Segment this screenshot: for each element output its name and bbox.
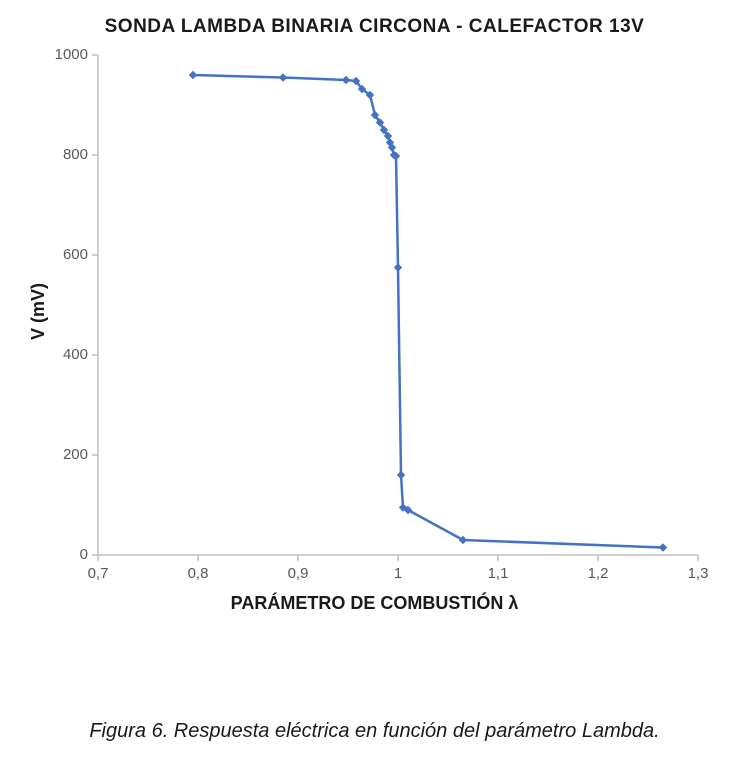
y-tick-label: 800 xyxy=(63,146,88,163)
y-tick-label: 200 xyxy=(63,446,88,463)
figure-caption: Figura 6. Respuesta eléctrica en función… xyxy=(0,720,749,743)
page: SONDA LAMBDA BINARIA CIRCONA - CALEFACTO… xyxy=(0,0,749,762)
x-tick-label: 0,9 xyxy=(278,565,318,582)
y-tick-label: 1000 xyxy=(55,46,88,63)
y-tick-label: 0 xyxy=(80,546,88,563)
x-tick-label: 1 xyxy=(378,565,418,582)
y-axis-label: V (mV) xyxy=(28,283,49,340)
x-tick-label: 1,3 xyxy=(678,565,718,582)
chart-container: SONDA LAMBDA BINARIA CIRCONA - CALEFACTO… xyxy=(0,0,749,630)
chart-plot xyxy=(0,0,749,630)
x-tick-label: 0,8 xyxy=(178,565,218,582)
y-tick-label: 400 xyxy=(63,346,88,363)
x-axis-label: PARÁMETRO DE COMBUSTIÓN λ xyxy=(0,593,749,614)
x-tick-label: 0,7 xyxy=(78,565,118,582)
y-tick-label: 600 xyxy=(63,246,88,263)
x-tick-label: 1,1 xyxy=(478,565,518,582)
x-tick-label: 1,2 xyxy=(578,565,618,582)
